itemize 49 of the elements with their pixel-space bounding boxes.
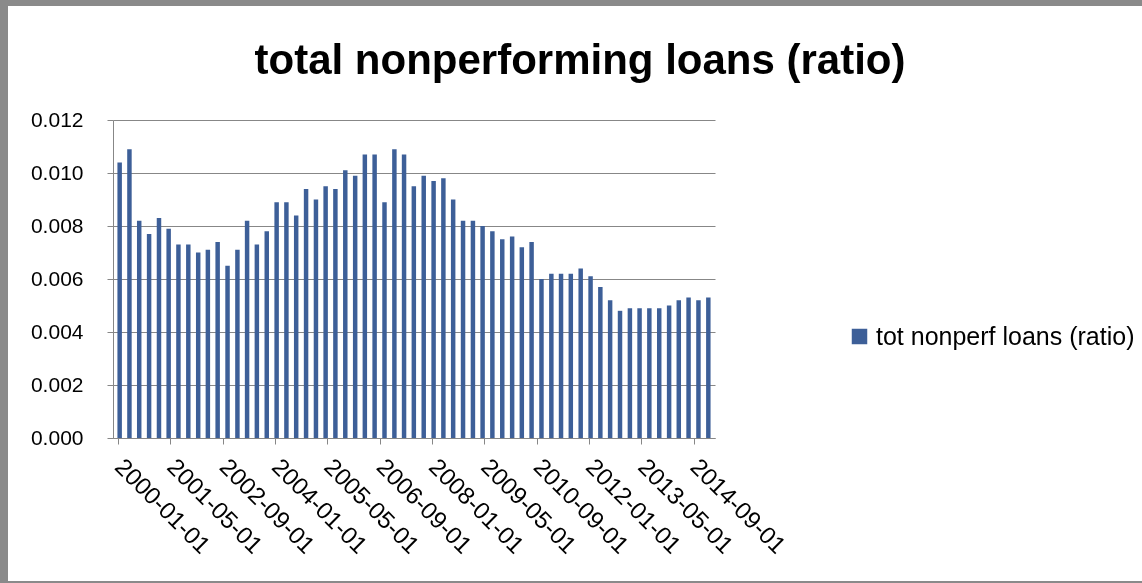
bar <box>127 149 132 438</box>
bar <box>441 178 446 438</box>
y-tick-label: 0.008 <box>30 213 84 237</box>
bar <box>500 239 505 438</box>
bar <box>431 180 436 438</box>
bar <box>696 300 701 438</box>
bar <box>588 276 593 438</box>
bar <box>176 244 181 438</box>
bar <box>578 268 583 438</box>
y-tick-label: 0.012 <box>30 107 84 131</box>
bar <box>264 231 269 438</box>
y-tick-label: 0.010 <box>30 160 84 184</box>
bar <box>627 308 633 438</box>
bar <box>293 215 299 438</box>
bar <box>637 308 642 438</box>
bar <box>686 297 691 438</box>
bar <box>343 170 348 438</box>
bar <box>598 286 603 438</box>
bar <box>539 279 544 438</box>
bar <box>186 244 191 438</box>
bar <box>166 228 171 438</box>
bar <box>480 226 485 438</box>
bar <box>372 154 377 438</box>
bar <box>333 188 338 438</box>
bar <box>647 308 652 438</box>
bar <box>421 175 426 438</box>
bar <box>235 249 240 438</box>
chart-title: total nonperforming loans (ratio) <box>254 36 906 83</box>
bar <box>529 241 534 438</box>
bar <box>225 265 230 438</box>
bar <box>323 186 328 438</box>
legend-label: tot nonperf loans (ratio) <box>876 321 1135 350</box>
bar <box>274 202 279 438</box>
y-tick-label: 0.000 <box>30 425 84 449</box>
bar <box>284 202 289 438</box>
bar <box>490 231 495 438</box>
y-tick-label: 0.006 <box>30 266 84 290</box>
bar <box>401 154 407 438</box>
bar <box>656 308 662 438</box>
bar <box>362 154 368 438</box>
bar <box>549 273 554 438</box>
bar <box>411 186 417 438</box>
bar <box>392 149 397 438</box>
bar <box>382 202 387 438</box>
y-tick-label: 0.004 <box>30 319 84 343</box>
bar <box>215 241 220 438</box>
bar <box>706 297 711 438</box>
y-tick-label: 0.002 <box>30 372 84 396</box>
bar <box>117 162 122 438</box>
